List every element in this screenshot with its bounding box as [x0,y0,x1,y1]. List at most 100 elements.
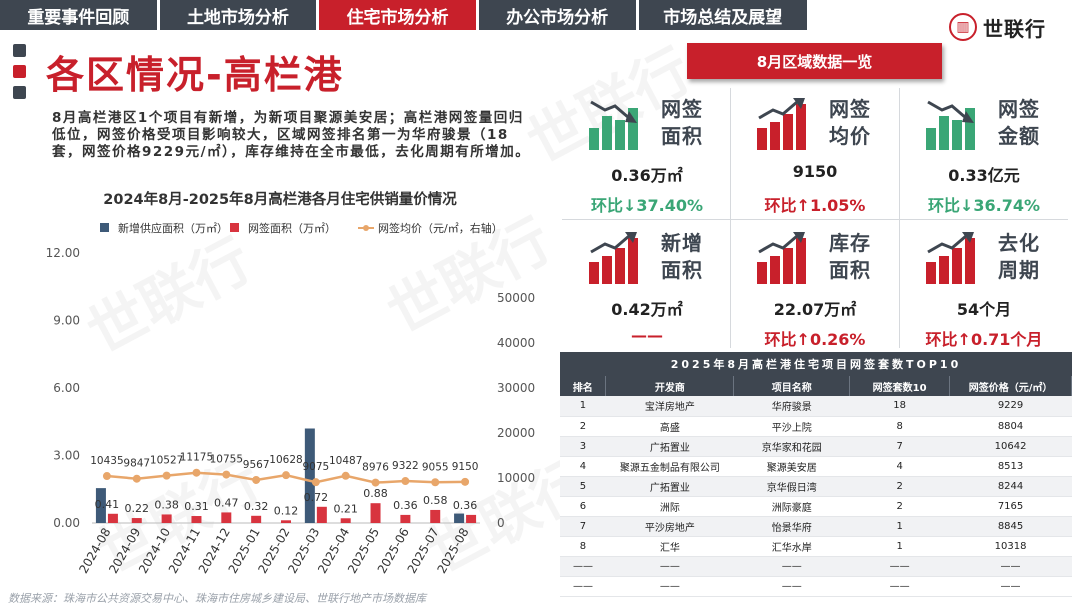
top10-table: 排名 开发商 项目名称 网签套数10 网签价格（元/㎡） 1 宝洋房地产 华府骏景 18 922… [560,376,1072,597]
sales-bar [316,506,327,523]
table-cell: —— [733,576,850,597]
supply-bar [95,488,106,523]
price-data-label: 9150 [452,461,479,473]
table-cell: 洲际 [605,496,734,517]
table-cell: 8845 [949,516,1072,537]
supply-sales-chart: 新增供应面积（万㎡） 网签面积（万㎡） 网签均价（元/㎡，右轴） 0.00 3.00 6.… [46,221,536,576]
metric-label: 网签面积 [661,97,703,148]
panel-header: 8月区域数据一览 [687,43,942,79]
table-header-cell: 排名 [560,376,607,396]
table-header-cell: 网签套数10 [849,376,951,396]
price-data-label: 10755 [210,454,243,466]
table-cell: 8 [849,416,950,437]
price-data-label: 10628 [269,454,302,466]
metric-value: 0.42万㎡ [611,300,683,319]
sales-data-label: 0.32 [244,500,269,513]
brand-name: 世联行 [983,16,1046,41]
y-right-tick: 30000 [497,381,535,395]
y-right-tick: 40000 [497,336,535,350]
metric-label: 网签金额 [998,97,1040,148]
sales-data-label: 0.38 [154,498,179,511]
sales-bar [221,512,232,523]
sales-bar [131,518,142,523]
table-cell: 平沙上院 [733,416,850,437]
sales-data-label: 0.47 [214,496,239,509]
sales-bar [161,514,172,523]
y-right-tick: 20000 [497,426,535,440]
metric-value: 22.07万㎡ [773,300,857,319]
divider [730,88,731,348]
divider [899,88,900,348]
price-point [132,474,141,483]
table-cell: 8 [560,536,606,557]
tab-events[interactable]: 重要事件回顾 [0,0,157,30]
price-point [401,477,410,486]
table-row: 5 广拓置业 京华假日湾 2 8244 [560,476,1072,497]
metric-value: 0.33亿元 [948,166,1020,185]
table-row: 3 广拓置业 京华家和花园 7 10642 [560,436,1072,457]
price-data-label: 8976 [362,462,389,474]
table-cell: 怡景华府 [733,516,850,537]
table-cell: 8804 [949,416,1072,437]
table-cell: 宝洋房地产 [605,396,734,417]
metric-card: 库存面积 22.07万㎡ 环比↑0.26% [733,222,897,356]
logo-icon: ▥ [949,13,977,41]
table-header-cell: 网签价格（元/㎡） [949,376,1072,396]
tab-land[interactable]: 土地市场分析 [159,0,317,30]
table-cell: 6 [560,496,606,517]
table-cell: 7165 [949,496,1072,517]
table-cell: 京华假日湾 [733,476,850,497]
data-source: 数据来源：珠海市公共资源交易中心、珠海市住房城乡建设局、世联行地产市场数据库 [8,592,426,605]
sales-bar [107,513,118,523]
table-cell: 18 [849,396,950,417]
price-data-label: 9567 [243,459,270,471]
y-left-tick: 6.00 [53,381,80,395]
table-cell: 广拓置业 [605,436,734,457]
price-point [311,478,320,487]
legend-label: 新增供应面积（万㎡） [118,221,228,235]
sales-data-label: 0.36 [453,499,478,512]
y-right-tick: 0 [497,516,505,530]
supply-bar [304,428,315,523]
sales-bar [430,509,441,523]
bar-chart-up-icon [926,232,975,284]
y-left-tick: 12.00 [46,246,80,260]
price-point [102,472,111,481]
chart-title: 2024年8月-2025年8月高栏港各月住宅供销量价情况 [103,192,457,208]
table-cell: 8244 [949,476,1072,497]
table-cell: 4 [849,456,950,477]
tab-summary[interactable]: 市场总结及展望 [638,0,808,30]
metric-change: 环比↑0.26% [764,330,866,349]
table-row: 1 宝洋房地产 华府骏景 18 9229 [560,396,1072,417]
title-marker-icon [13,44,26,57]
metric-value: 9150 [792,162,838,181]
title-marker-icon [13,86,26,99]
table-cell: 5 [560,476,606,497]
table-cell: 华府骏景 [733,396,850,417]
sales-bar [400,514,411,523]
bar-chart-down-icon [926,100,975,150]
sales-bar [251,515,262,523]
price-data-label: 9322 [392,460,419,472]
table-body: 1 宝洋房地产 华府骏景 18 9229 2 高盛 平沙上院 8 8804 3 广拓置业 京华家和花园 7… [560,396,1072,597]
tab-residential[interactable]: 住宅市场分析 [319,0,476,30]
metric-change: 环比↑1.05% [764,196,866,215]
price-point [341,471,350,480]
legend-swatch [230,223,239,232]
table-cell: —— [849,576,950,597]
table-cell: —— [949,556,1072,577]
table-row: 8 汇华 汇华水岸 1 10318 [560,536,1072,557]
price-data-label: 9055 [422,461,449,473]
table-cell: 7 [849,436,950,457]
tab-office[interactable]: 办公市场分析 [478,0,636,30]
table-row: 2 高盛 平沙上院 8 8804 [560,416,1072,437]
price-point [162,471,171,480]
table-cell: 京华家和花园 [733,436,850,457]
table-cell: 平沙房地产 [605,516,734,537]
sales-data-label: 0.21 [333,502,358,515]
price-point [192,468,201,477]
legend-label: 网签面积（万㎡） [248,221,336,235]
table-cell: —— [560,556,606,577]
table-cell: —— [849,556,950,577]
